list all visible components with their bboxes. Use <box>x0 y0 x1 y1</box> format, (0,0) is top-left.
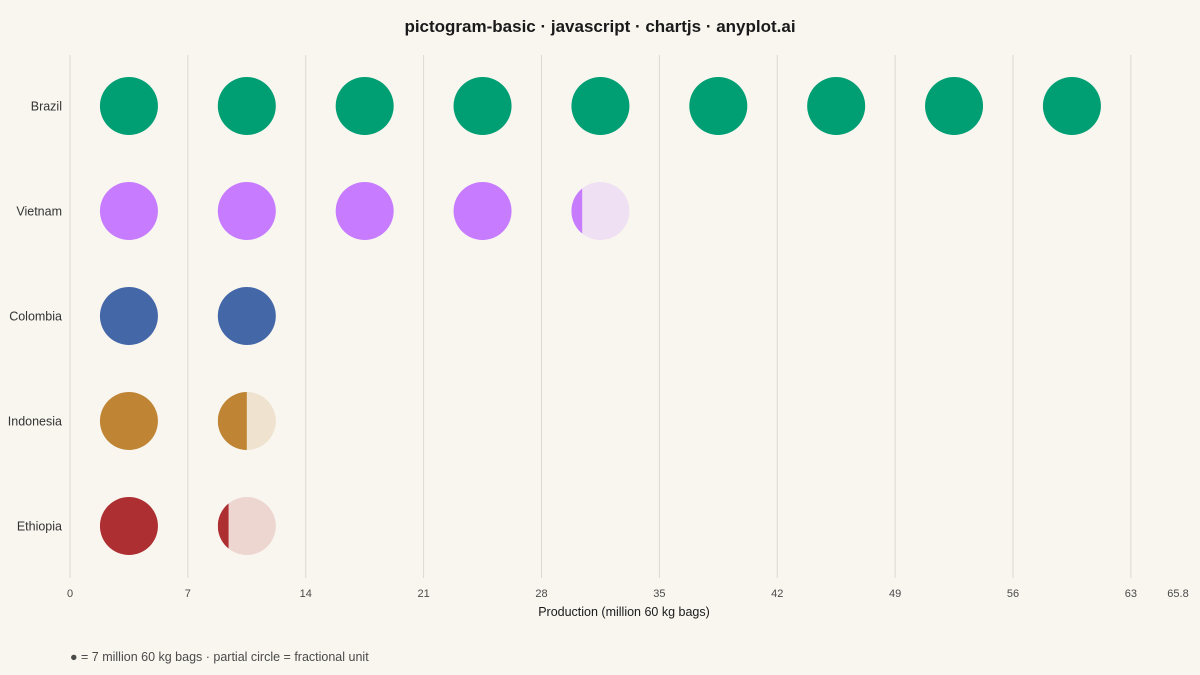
category-label: Indonesia <box>8 415 62 429</box>
category-label: Ethiopia <box>17 520 62 534</box>
pictogram-icon <box>807 77 866 135</box>
x-tick-label: 56 <box>1007 588 1019 600</box>
pictogram-icon <box>99 287 158 345</box>
category-label: Vietnam <box>16 205 62 219</box>
grid-layer <box>69 55 1132 578</box>
pictogram-icon-remainder <box>571 182 630 240</box>
x-tick-label: 42 <box>771 588 783 600</box>
x-tick-label: 65.8 <box>1167 588 1188 600</box>
pictogram-icon-remainder <box>217 497 276 555</box>
pictogram-icon <box>99 497 158 555</box>
pictogram-icon <box>453 77 512 135</box>
x-tick-label: 35 <box>653 588 665 600</box>
x-tick-label: 0 <box>67 588 73 600</box>
x-tick-label: 7 <box>185 588 191 600</box>
x-tick-label: 21 <box>417 588 429 600</box>
category-label: Brazil <box>31 100 62 114</box>
pictogram-icon <box>217 77 276 135</box>
category-label: Colombia <box>9 310 62 324</box>
pictogram-icon <box>335 77 394 135</box>
pictogram-icons <box>99 77 1101 555</box>
chart-title: pictogram-basic · javascript · chartjs ·… <box>404 17 796 36</box>
x-tick-label: 49 <box>889 588 901 600</box>
x-tick-label: 63 <box>1125 588 1137 600</box>
pictogram-icon <box>99 182 158 240</box>
pictogram-icon <box>689 77 748 135</box>
pictogram-icon <box>1042 77 1101 135</box>
pictogram-icon <box>217 182 276 240</box>
pictogram-icon <box>217 287 276 345</box>
pictogram-icon <box>453 182 512 240</box>
pictogram-icon <box>925 77 984 135</box>
pictogram-icon-partial <box>571 188 583 234</box>
x-axis-ticks: 0 7 14 21 28 35 42 49 56 63 65.8 <box>67 588 1189 600</box>
pictogram-icon-partial <box>217 503 229 549</box>
legend-caption: ● = 7 million 60 kg bags · partial circl… <box>70 650 369 664</box>
pictogram-icon <box>571 77 630 135</box>
category-labels: Brazil Vietnam Colombia Indonesia Ethiopia <box>8 100 62 534</box>
x-tick-label: 28 <box>535 588 547 600</box>
x-axis-title: Production (million 60 kg bags) <box>538 605 710 619</box>
pictogram-icon-partial <box>217 392 247 450</box>
pictogram-icon <box>335 182 394 240</box>
x-tick-label: 14 <box>300 588 312 600</box>
pictogram-icon <box>99 77 158 135</box>
pictogram-icon <box>99 392 158 450</box>
